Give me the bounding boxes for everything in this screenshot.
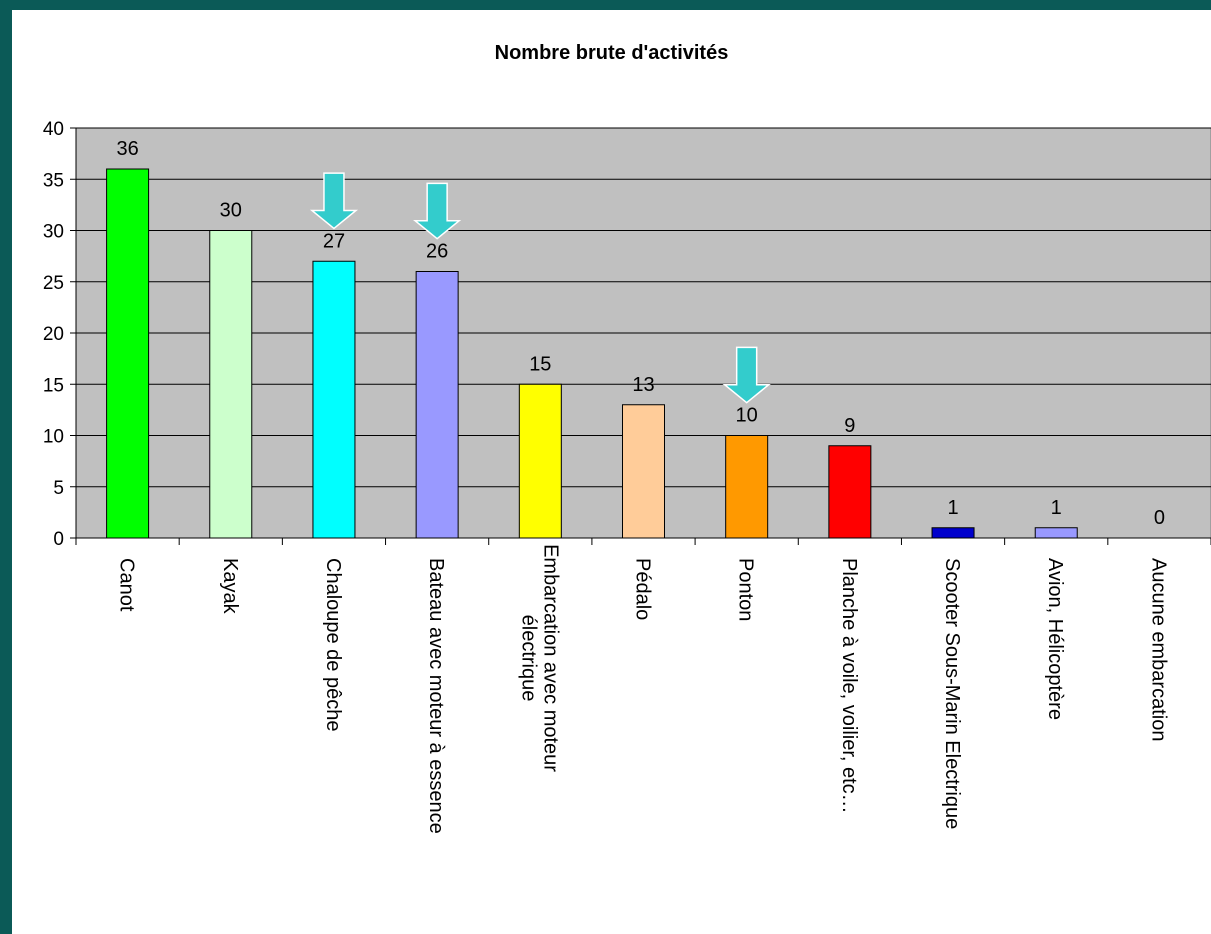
y-tick-label-10: 10 xyxy=(43,427,64,448)
category-label-1: Kayak xyxy=(219,558,241,615)
bar-8 xyxy=(931,527,975,539)
category-label-7-line-0: Planche à voile, voilier, etc… xyxy=(838,558,860,814)
bar-4 xyxy=(518,383,562,539)
category-label-3: Bateau avec moteur à essence xyxy=(425,558,447,834)
bar-6 xyxy=(725,435,769,539)
data-label-6: 10 xyxy=(736,405,758,427)
data-label-5: 13 xyxy=(632,374,654,396)
data-label-4: 15 xyxy=(529,353,551,375)
data-label-0: 36 xyxy=(116,138,138,160)
data-label-2: 27 xyxy=(323,230,345,252)
category-label-10-line-0: Aucune embarcation xyxy=(1147,558,1169,741)
category-label-9: Avion, Hélicoptère xyxy=(1044,558,1066,720)
y-tick-label-35: 35 xyxy=(43,170,64,191)
category-label-6-line-0: Ponton xyxy=(735,558,757,621)
category-label-0: Canot xyxy=(116,558,138,612)
data-label-7: 9 xyxy=(844,415,855,437)
category-label-4-line-0: Embarcation avec moteur xyxy=(539,544,561,772)
bar-3 xyxy=(415,271,459,539)
bar-9 xyxy=(1034,527,1078,539)
category-label-2-line-0: Chaloupe de pêche xyxy=(322,558,344,731)
bar-1 xyxy=(209,230,253,539)
data-label-10: 0 xyxy=(1154,507,1165,529)
category-label-5: Pédalo xyxy=(632,558,654,620)
chart-title: Nombre brute d'activités xyxy=(494,42,729,64)
category-label-9-line-0: Avion, Hélicoptère xyxy=(1044,558,1066,720)
category-label-2: Chaloupe de pêche xyxy=(322,558,344,731)
category-label-5-line-0: Pédalo xyxy=(632,558,654,620)
category-label-6: Ponton xyxy=(735,558,757,621)
data-label-3: 26 xyxy=(426,241,448,263)
y-tick-label-40: 40 xyxy=(43,119,64,140)
category-label-3-line-0: Bateau avec moteur à essence xyxy=(425,558,447,834)
bar-chart: 051015202530354036Canot30Kayak27Chaloupe… xyxy=(43,119,1211,834)
data-label-8: 1 xyxy=(947,497,958,519)
bar-2 xyxy=(312,260,356,539)
bar-5 xyxy=(622,404,665,539)
bar-7 xyxy=(828,445,872,539)
arrow-icon-6 xyxy=(722,346,771,404)
arrow-icon-2 xyxy=(309,172,359,230)
category-label-0-line-0: Canot xyxy=(116,558,138,612)
category-label-10: Aucune embarcation xyxy=(1147,558,1169,741)
arrow-icon-3 xyxy=(413,182,462,240)
category-label-7: Planche à voile, voilier, etc… xyxy=(838,558,860,814)
category-label-8: Scooter Sous-Marin Electrique xyxy=(941,558,963,829)
data-label-9: 1 xyxy=(1051,497,1062,519)
y-tick-label-5: 5 xyxy=(53,478,64,499)
data-label-1: 30 xyxy=(220,200,242,222)
y-tick-label-20: 20 xyxy=(43,324,64,345)
category-label-1-line-0: Kayak xyxy=(219,558,241,615)
category-label-4-line-1: électrique xyxy=(517,615,539,702)
bar-0 xyxy=(106,168,150,539)
category-label-8-line-0: Scooter Sous-Marin Electrique xyxy=(941,558,963,829)
y-tick-label-15: 15 xyxy=(43,375,64,396)
y-tick-label-30: 30 xyxy=(43,222,64,243)
chart-frame: Nombre brute d'activités 0 5 10 15 20 25 30 35 4… xyxy=(12,10,1211,934)
y-tick-label-0: 0 xyxy=(53,529,64,550)
y-tick-label-25: 25 xyxy=(43,273,64,294)
